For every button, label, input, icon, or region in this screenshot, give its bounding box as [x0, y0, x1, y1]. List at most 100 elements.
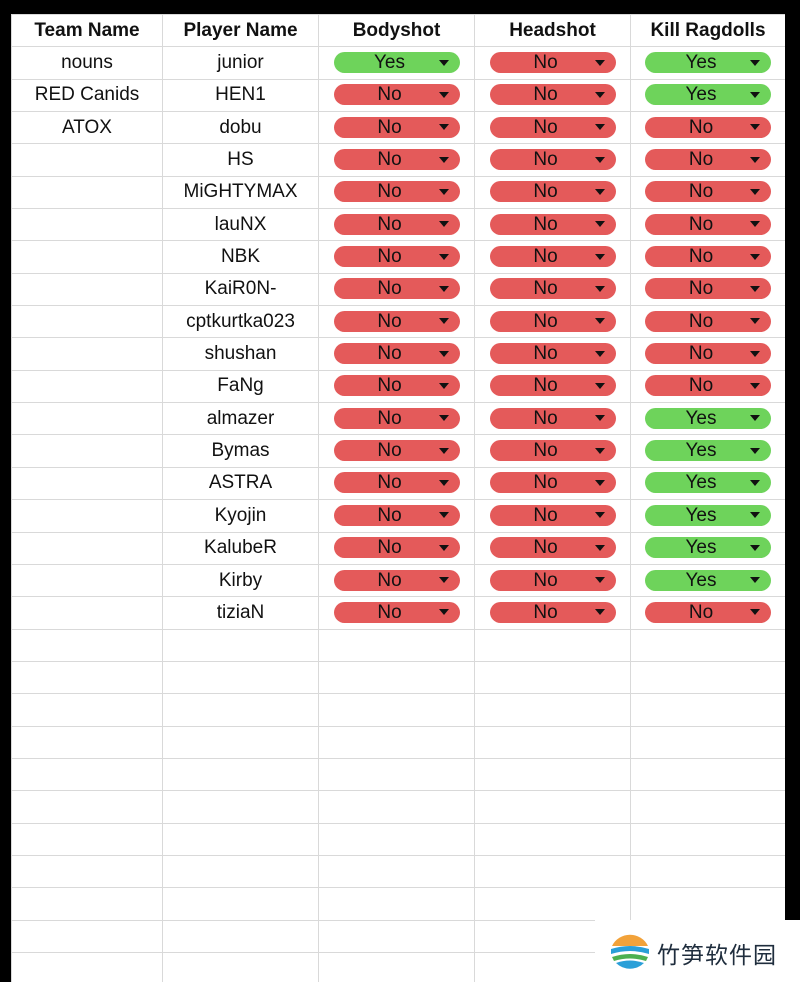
empty-cell[interactable]: [630, 693, 785, 727]
empty-cell[interactable]: [474, 822, 631, 856]
kill-ragdolls-dropdown[interactable]: No: [645, 213, 771, 235]
kill-ragdolls-dropdown[interactable]: No: [645, 149, 771, 171]
empty-cell[interactable]: [474, 790, 631, 824]
empty-cell[interactable]: [474, 693, 631, 727]
empty-cell[interactable]: [474, 887, 631, 921]
kill-ragdolls-dropdown[interactable]: No: [645, 246, 771, 268]
headshot-dropdown[interactable]: No: [489, 84, 616, 106]
empty-cell[interactable]: [318, 887, 475, 921]
player-name-cell[interactable]: junior: [162, 46, 319, 80]
player-name-cell[interactable]: HEN1: [162, 78, 319, 113]
empty-cell[interactable]: [630, 628, 785, 662]
empty-cell[interactable]: [162, 854, 319, 889]
empty-cell[interactable]: [11, 790, 163, 824]
empty-cell[interactable]: [11, 822, 163, 856]
bodyshot-dropdown[interactable]: No: [333, 310, 460, 332]
player-name-cell[interactable]: ASTRA: [162, 466, 319, 501]
empty-cell[interactable]: [11, 887, 163, 921]
team-name-cell[interactable]: [11, 305, 163, 339]
empty-cell[interactable]: [474, 628, 631, 662]
empty-cell[interactable]: [11, 919, 163, 953]
headshot-dropdown[interactable]: No: [489, 537, 616, 559]
empty-cell[interactable]: [318, 725, 475, 759]
player-name-cell[interactable]: HS: [162, 143, 319, 177]
bodyshot-dropdown[interactable]: No: [333, 375, 460, 397]
empty-cell[interactable]: [162, 790, 319, 824]
kill-ragdolls-dropdown[interactable]: Yes: [645, 537, 771, 559]
empty-cell[interactable]: [11, 854, 163, 889]
team-name-cell[interactable]: [11, 531, 163, 565]
player-name-cell[interactable]: MiGHTYMAX: [162, 175, 319, 210]
headshot-dropdown[interactable]: No: [489, 504, 616, 526]
empty-cell[interactable]: [11, 628, 163, 662]
headshot-dropdown[interactable]: No: [489, 569, 616, 591]
headshot-dropdown[interactable]: No: [489, 375, 616, 397]
empty-cell[interactable]: [11, 660, 163, 695]
player-name-cell[interactable]: shushan: [162, 337, 319, 371]
empty-cell[interactable]: [474, 854, 631, 889]
headshot-dropdown[interactable]: No: [489, 181, 616, 203]
player-name-cell[interactable]: cptkurtka023: [162, 305, 319, 339]
empty-cell[interactable]: [474, 725, 631, 759]
headshot-dropdown[interactable]: No: [489, 246, 616, 268]
kill-ragdolls-dropdown[interactable]: Yes: [645, 504, 771, 526]
bodyshot-dropdown[interactable]: No: [333, 116, 460, 138]
empty-cell[interactable]: [630, 660, 785, 695]
kill-ragdolls-dropdown[interactable]: No: [645, 601, 771, 623]
empty-cell[interactable]: [318, 951, 475, 982]
empty-cell[interactable]: [318, 919, 475, 953]
player-name-cell[interactable]: lauNX: [162, 208, 319, 242]
empty-cell[interactable]: [162, 660, 319, 695]
headshot-dropdown[interactable]: No: [489, 407, 616, 429]
team-name-cell[interactable]: [11, 175, 163, 210]
empty-cell[interactable]: [11, 693, 163, 727]
kill-ragdolls-dropdown[interactable]: Yes: [645, 569, 771, 591]
player-name-cell[interactable]: FaNg: [162, 369, 319, 404]
empty-cell[interactable]: [630, 854, 785, 889]
kill-ragdolls-dropdown[interactable]: No: [645, 116, 771, 138]
headshot-dropdown[interactable]: No: [489, 278, 616, 300]
empty-cell[interactable]: [318, 790, 475, 824]
team-name-cell[interactable]: [11, 434, 163, 468]
empty-cell[interactable]: [630, 725, 785, 759]
bodyshot-dropdown[interactable]: No: [333, 278, 460, 300]
kill-ragdolls-dropdown[interactable]: No: [645, 375, 771, 397]
player-name-cell[interactable]: Kyojin: [162, 499, 319, 533]
team-name-cell[interactable]: [11, 369, 163, 404]
team-name-cell[interactable]: [11, 208, 163, 242]
empty-cell[interactable]: [630, 887, 785, 921]
empty-cell[interactable]: [162, 628, 319, 662]
empty-cell[interactable]: [11, 757, 163, 792]
headshot-dropdown[interactable]: No: [489, 52, 616, 74]
empty-cell[interactable]: [474, 660, 631, 695]
empty-cell[interactable]: [162, 887, 319, 921]
empty-cell[interactable]: [162, 693, 319, 727]
team-name-cell[interactable]: [11, 143, 163, 177]
empty-cell[interactable]: [630, 790, 785, 824]
player-name-cell[interactable]: KaiR0N-: [162, 272, 319, 307]
empty-cell[interactable]: [11, 951, 163, 982]
team-name-cell[interactable]: ATOX: [11, 111, 163, 145]
bodyshot-dropdown[interactable]: No: [333, 440, 460, 462]
bodyshot-dropdown[interactable]: No: [333, 343, 460, 365]
empty-cell[interactable]: [318, 822, 475, 856]
team-name-cell[interactable]: [11, 499, 163, 533]
bodyshot-dropdown[interactable]: No: [333, 407, 460, 429]
team-name-cell[interactable]: RED Canids: [11, 78, 163, 113]
headshot-dropdown[interactable]: No: [489, 440, 616, 462]
bodyshot-dropdown[interactable]: No: [333, 569, 460, 591]
headshot-dropdown[interactable]: No: [489, 601, 616, 623]
team-name-cell[interactable]: [11, 466, 163, 501]
empty-cell[interactable]: [318, 757, 475, 792]
headshot-dropdown[interactable]: No: [489, 343, 616, 365]
kill-ragdolls-dropdown[interactable]: No: [645, 278, 771, 300]
player-name-cell[interactable]: almazer: [162, 402, 319, 436]
bodyshot-dropdown[interactable]: No: [333, 246, 460, 268]
bodyshot-dropdown[interactable]: No: [333, 213, 460, 235]
bodyshot-dropdown[interactable]: No: [333, 504, 460, 526]
empty-cell[interactable]: [162, 951, 319, 982]
player-name-cell[interactable]: Bymas: [162, 434, 319, 468]
kill-ragdolls-dropdown[interactable]: Yes: [645, 472, 771, 494]
empty-cell[interactable]: [162, 822, 319, 856]
empty-cell[interactable]: [318, 693, 475, 727]
